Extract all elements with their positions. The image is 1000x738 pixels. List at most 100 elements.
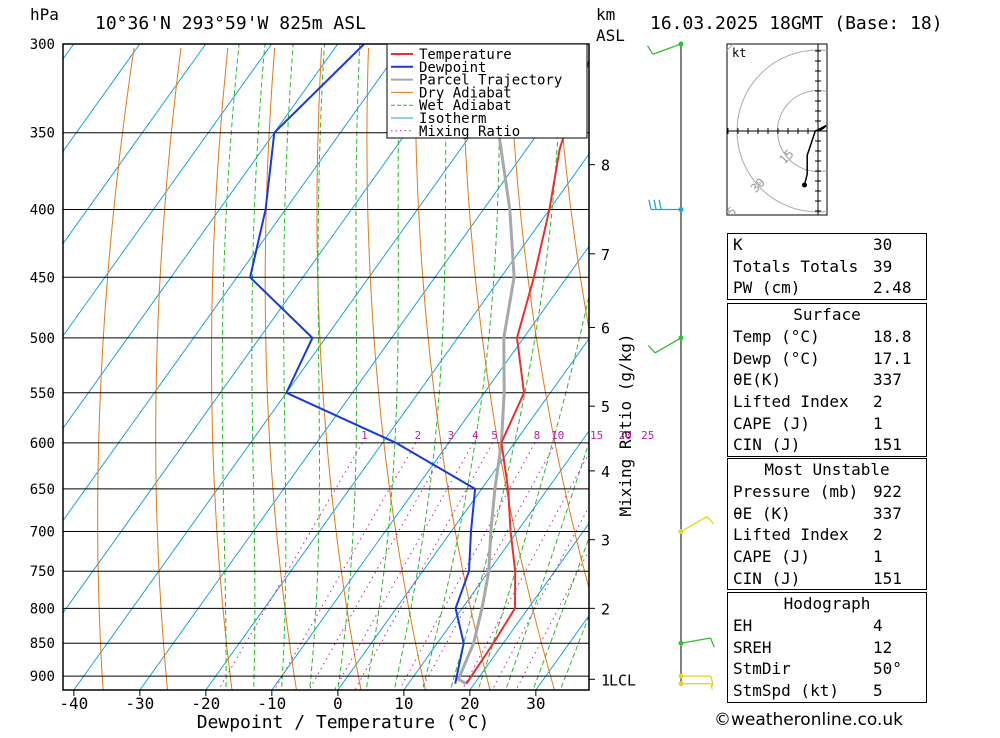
mixing-ratio-line xyxy=(355,442,494,690)
temperature-tick-label: 0 xyxy=(333,694,343,713)
pw-label: PW (cm) xyxy=(733,278,801,298)
k-index-value: 30 xyxy=(873,235,893,254)
legend-temperature: Temperature xyxy=(419,47,512,63)
wet-adiabat-line xyxy=(449,44,563,690)
mixing-ratio-label: 20 xyxy=(618,429,631,442)
wet-adiabat-line xyxy=(393,44,447,690)
plot-frame xyxy=(62,43,590,691)
pressure-tick-label: 350 xyxy=(30,126,55,142)
dry-adiabat-line xyxy=(508,47,589,591)
height-tick-label: 6 xyxy=(601,319,610,337)
sreh-value: 12 xyxy=(873,637,893,657)
dry-adiabat-line xyxy=(366,47,426,690)
surface-li-value: 2 xyxy=(873,392,883,412)
pressure-tick-label: 800 xyxy=(30,601,55,617)
legend-wet-adiabat: Wet Adiabat xyxy=(419,98,512,114)
mixing-ratio-line xyxy=(334,442,474,690)
wind-barb xyxy=(652,43,682,55)
mu-theta-label: θE (K) xyxy=(733,503,791,523)
wet-adiabat-line xyxy=(281,44,294,690)
mixing-ratio-line xyxy=(492,505,589,690)
temperature-profile-line xyxy=(465,58,589,685)
legend-isotherm: Isotherm xyxy=(419,111,486,127)
hodograph-trace xyxy=(803,124,827,186)
dewpoint-profile-line xyxy=(249,44,477,684)
temperature-tick-label: -30 xyxy=(125,694,154,713)
mu-pressure-value: 922 xyxy=(873,482,902,501)
surface-cape-label: CAPE (J) xyxy=(733,413,811,433)
legend-dry-adiabat: Dry Adiabat xyxy=(419,85,512,101)
wind-barb xyxy=(654,337,682,354)
isotherm-line xyxy=(403,430,589,690)
wet-adiabat-line xyxy=(532,536,589,690)
surface-temp-value: 18.8 xyxy=(873,327,912,346)
storm-speed-label: StmSpd (kt) xyxy=(733,681,839,701)
mixing-ratio-label: 3 xyxy=(448,429,455,442)
dry-adiabat-line xyxy=(211,47,233,690)
dry-adiabat-line xyxy=(414,47,491,690)
surface-dewp-label: Dewp (°C) xyxy=(733,348,820,368)
surface-theta-label: θE(K) xyxy=(733,370,782,390)
hodograph-table: Hodograph EH 4 SREH 12 StmDir 50° StmSpd (k… xyxy=(727,592,927,703)
wet-adiabat-line xyxy=(559,614,589,690)
isotherm-line xyxy=(139,60,589,690)
eh-label: EH xyxy=(733,616,753,635)
location-title: 10°36'N 293°59'W 825m ASL xyxy=(95,13,366,34)
hodograph-ring-label: 45 xyxy=(719,204,739,224)
pressure-tick-label: 450 xyxy=(30,270,55,286)
pressure-tick-label: 900 xyxy=(30,669,55,685)
wet-adiabat-line xyxy=(421,44,501,690)
legend-mixing-ratio: Mixing Ratio xyxy=(419,124,520,140)
pw-value: 2.48 xyxy=(873,278,912,298)
pressure-tick-label: 300 xyxy=(30,37,55,53)
wind-barb xyxy=(680,637,711,644)
pressure-tick-label: 650 xyxy=(30,482,55,498)
mixing-ratio-label: 10 xyxy=(551,429,564,442)
isotherm-line xyxy=(63,44,339,430)
eh-value: 4 xyxy=(873,616,883,635)
wind-barb-flag xyxy=(647,345,656,354)
totals-totals-value: 39 xyxy=(873,256,893,276)
mu-cin-value: 151 xyxy=(873,568,902,588)
most-unstable-title: Most Unstable xyxy=(764,460,890,479)
lcl-label: LCL xyxy=(609,671,636,689)
storm-dir-value: 50° xyxy=(873,659,902,679)
hodograph-end-point xyxy=(802,182,807,188)
storm-speed-value: 5 xyxy=(873,681,883,701)
wet-adiabat-line xyxy=(477,293,589,690)
isotherm-line xyxy=(469,522,589,690)
mixing-ratio-line xyxy=(309,442,450,690)
height-tick-label: 4 xyxy=(601,463,610,481)
pressure-tick-label: 750 xyxy=(30,564,55,580)
isotherm-line xyxy=(63,44,405,522)
dry-adiabat-line xyxy=(555,47,589,332)
temperature-tick-label: 10 xyxy=(394,694,413,713)
mu-li-label: Lifted Index xyxy=(733,525,849,545)
mu-li-value: 2 xyxy=(873,525,883,545)
mixing-ratio-line xyxy=(462,452,589,690)
wind-barb xyxy=(680,515,708,533)
surface-li-label: Lifted Index xyxy=(733,392,849,412)
height-tick-label: 2 xyxy=(601,600,610,618)
height-tick-label: 1 xyxy=(601,671,610,689)
k-index-label: K xyxy=(733,235,743,254)
wind-barb-flag xyxy=(648,199,652,210)
surface-title: Surface xyxy=(793,305,861,324)
pressure-tick-label: 400 xyxy=(30,203,55,219)
parcel-trajectory-line xyxy=(456,62,516,686)
mu-pressure-label: Pressure (mb) xyxy=(733,482,859,501)
wind-barb-flag xyxy=(706,516,715,525)
isotherm-line xyxy=(73,44,537,690)
wet-adiabat-line xyxy=(309,44,325,690)
height-tick-label: 7 xyxy=(601,246,610,264)
isotherm-line xyxy=(63,44,141,153)
copyright-footer[interactable]: ©weatheronline.co.uk xyxy=(714,710,904,730)
totals-totals-label: Totals Totals xyxy=(733,256,859,276)
dry-adiabat-line xyxy=(264,47,297,690)
height-tick-label: 5 xyxy=(601,398,610,416)
temperature-tick-label: -20 xyxy=(191,694,220,713)
isotherm-line xyxy=(0,44,8,690)
